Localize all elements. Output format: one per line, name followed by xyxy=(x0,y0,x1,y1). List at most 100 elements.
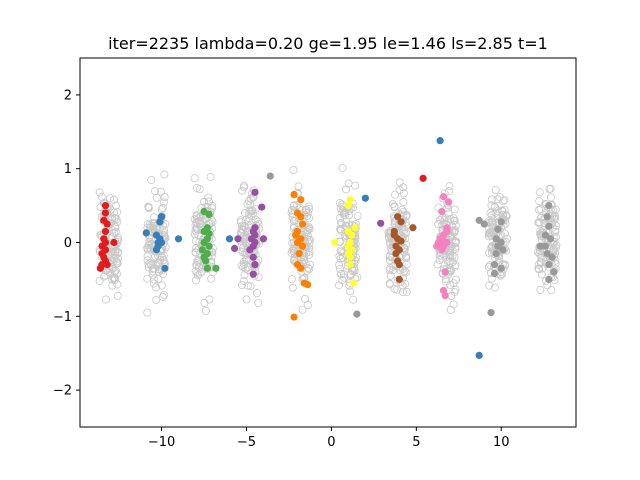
background-point xyxy=(201,306,210,315)
series-point xyxy=(101,238,110,247)
series-point xyxy=(161,264,169,272)
background-point xyxy=(300,253,309,262)
series-point xyxy=(419,174,427,182)
background-point xyxy=(402,260,411,269)
background-point xyxy=(110,275,119,284)
series-point xyxy=(545,261,553,269)
y-tick-label: 2 xyxy=(64,88,72,103)
series-point xyxy=(438,246,446,254)
background-point xyxy=(239,181,248,190)
background-point xyxy=(395,186,404,195)
background-point xyxy=(497,206,506,215)
background-point xyxy=(241,264,250,273)
background-point xyxy=(152,295,161,304)
background-point xyxy=(95,276,104,285)
background-point xyxy=(160,230,169,239)
background-point xyxy=(451,243,460,252)
background-point xyxy=(143,252,152,261)
series-point xyxy=(298,220,307,228)
background-point xyxy=(147,175,156,184)
background-point xyxy=(451,285,460,294)
series-point xyxy=(439,193,448,201)
background-point xyxy=(353,212,362,221)
background-point xyxy=(390,202,399,211)
series-point xyxy=(297,264,305,272)
series-point xyxy=(361,194,369,202)
background-point xyxy=(206,172,215,181)
background-point xyxy=(305,214,314,223)
background-point xyxy=(195,185,204,194)
background-point xyxy=(450,262,459,271)
background-point xyxy=(535,205,544,214)
background-point xyxy=(104,267,113,276)
series-point xyxy=(395,261,403,269)
background-point xyxy=(147,260,156,269)
background-point xyxy=(194,258,203,267)
background-point xyxy=(156,187,165,196)
series-point xyxy=(475,216,483,224)
series-point xyxy=(304,280,312,289)
series-point xyxy=(205,210,213,219)
background-point xyxy=(293,201,302,210)
background-point xyxy=(446,305,455,314)
background-point xyxy=(337,226,346,235)
background-point xyxy=(157,281,166,290)
background-point xyxy=(502,212,511,221)
series-point xyxy=(205,242,213,250)
series-point xyxy=(475,351,483,360)
series-point xyxy=(295,249,303,258)
background-point xyxy=(335,264,344,273)
background-point xyxy=(160,170,169,179)
background-point xyxy=(485,281,494,290)
background-point xyxy=(301,205,310,214)
background-point xyxy=(158,292,167,301)
background-point xyxy=(253,289,262,298)
series-point xyxy=(441,268,449,276)
background-point xyxy=(500,196,509,205)
background-point xyxy=(435,256,444,265)
background-point xyxy=(487,195,496,204)
y-tick-label: −2 xyxy=(53,384,72,399)
background-point xyxy=(385,280,394,289)
background-point xyxy=(500,229,509,238)
series-point xyxy=(103,220,111,228)
background-point xyxy=(113,249,122,258)
background-point xyxy=(546,193,555,202)
background-point xyxy=(395,178,404,187)
x-tick-label: 10 xyxy=(493,435,510,450)
x-tick-label: −10 xyxy=(148,435,175,450)
series-point xyxy=(433,242,441,250)
series-point xyxy=(266,172,274,180)
background-point xyxy=(451,238,460,247)
series-point xyxy=(548,253,556,261)
background-point xyxy=(208,201,217,210)
series-point xyxy=(293,238,302,247)
background-point xyxy=(204,193,213,202)
background-point xyxy=(305,224,314,233)
series-point xyxy=(96,264,104,272)
background-point xyxy=(100,272,109,281)
series-point xyxy=(251,261,259,269)
background-point xyxy=(192,276,201,285)
series-point xyxy=(543,249,551,258)
background-point xyxy=(338,276,347,285)
background-point xyxy=(390,284,399,293)
background-point xyxy=(385,238,394,247)
background-point xyxy=(108,215,117,224)
series-point xyxy=(202,257,210,265)
series-point xyxy=(409,224,417,232)
background-point xyxy=(159,225,168,234)
series-point xyxy=(234,235,242,243)
background-point xyxy=(110,228,119,237)
y-tick-label: −1 xyxy=(53,310,72,325)
background-points xyxy=(95,163,561,317)
background-point xyxy=(156,252,165,261)
background-point xyxy=(336,214,345,223)
background-point xyxy=(385,256,394,265)
background-point xyxy=(349,295,358,304)
background-point xyxy=(435,215,444,224)
background-point xyxy=(112,201,121,210)
background-point xyxy=(240,270,249,279)
series-point xyxy=(101,227,110,236)
